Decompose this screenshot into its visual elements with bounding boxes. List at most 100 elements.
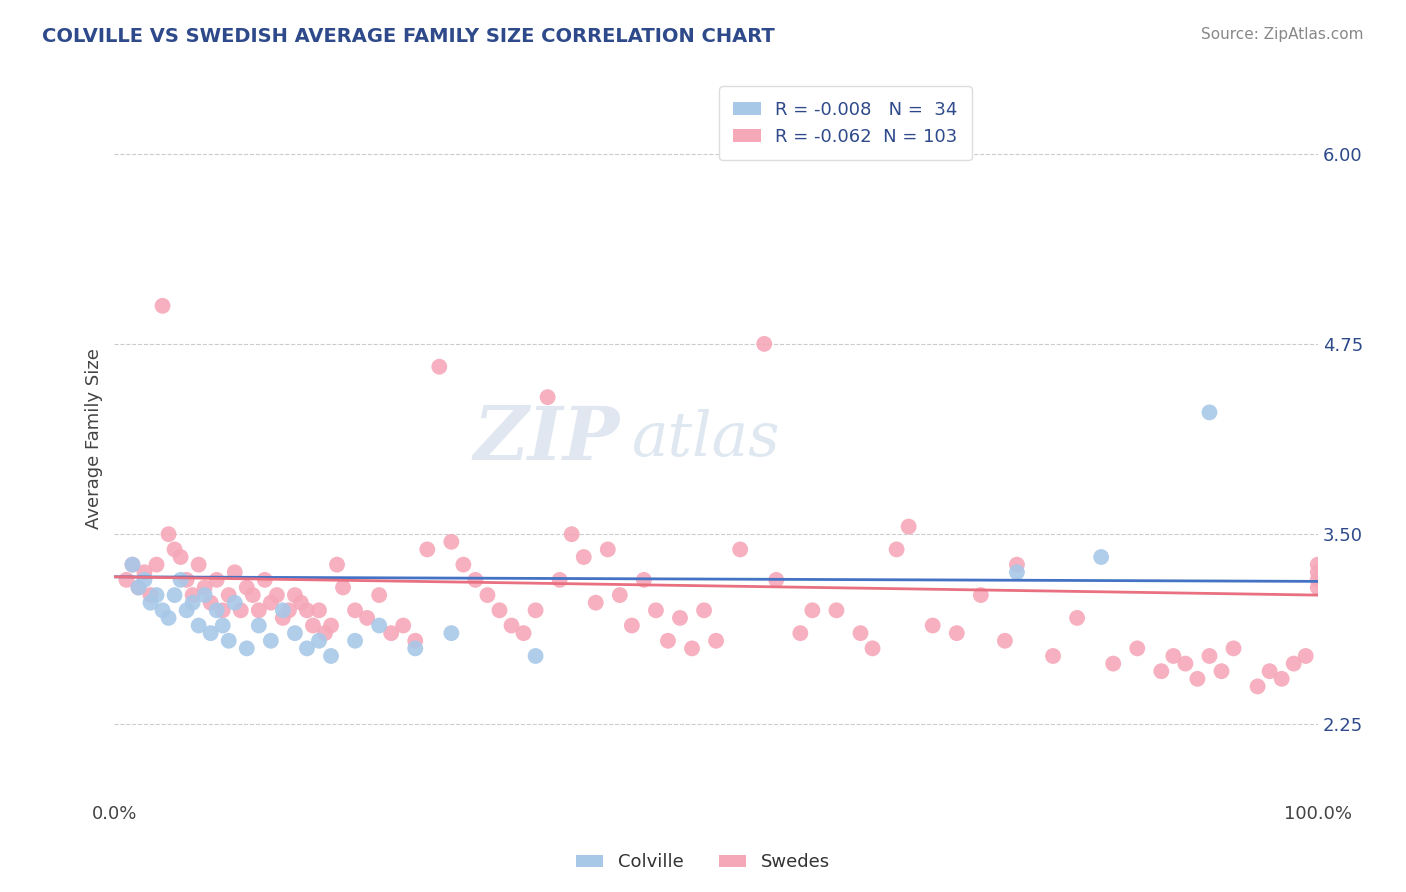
Point bbox=[572, 549, 595, 564]
Point bbox=[157, 611, 180, 625]
Point bbox=[825, 603, 848, 617]
Point bbox=[302, 618, 325, 632]
Point bbox=[271, 603, 294, 617]
Text: Source: ZipAtlas.com: Source: ZipAtlas.com bbox=[1201, 27, 1364, 42]
Point bbox=[181, 596, 204, 610]
Legend: R = -0.008   N =  34, R = -0.062  N = 103: R = -0.008 N = 34, R = -0.062 N = 103 bbox=[718, 87, 972, 161]
Point bbox=[326, 558, 349, 572]
Point bbox=[163, 542, 186, 557]
Point bbox=[404, 641, 426, 656]
Point bbox=[477, 588, 499, 602]
Point bbox=[260, 596, 283, 610]
Point bbox=[945, 626, 967, 640]
Point bbox=[229, 603, 252, 617]
Point bbox=[115, 573, 138, 587]
Point bbox=[295, 603, 318, 617]
Point bbox=[368, 588, 391, 602]
Point bbox=[1174, 657, 1197, 671]
Point bbox=[134, 566, 156, 580]
Point bbox=[1150, 664, 1173, 678]
Point bbox=[1211, 664, 1233, 678]
Point bbox=[620, 618, 643, 632]
Point bbox=[524, 648, 547, 663]
Point bbox=[585, 596, 607, 610]
Y-axis label: Average Family Size: Average Family Size bbox=[86, 349, 103, 530]
Point bbox=[1066, 611, 1088, 625]
Point bbox=[134, 573, 156, 587]
Point bbox=[392, 618, 415, 632]
Point bbox=[994, 633, 1017, 648]
Point bbox=[127, 581, 149, 595]
Point bbox=[561, 527, 583, 541]
Text: atlas: atlas bbox=[631, 409, 780, 469]
Point bbox=[765, 573, 787, 587]
Point bbox=[609, 588, 631, 602]
Point bbox=[295, 641, 318, 656]
Point bbox=[205, 573, 228, 587]
Point bbox=[194, 588, 217, 602]
Point bbox=[1222, 641, 1244, 656]
Point bbox=[181, 588, 204, 602]
Point bbox=[152, 603, 174, 617]
Point bbox=[1306, 558, 1329, 572]
Point bbox=[368, 618, 391, 632]
Point bbox=[849, 626, 872, 640]
Point bbox=[1306, 566, 1329, 580]
Point bbox=[704, 633, 727, 648]
Point bbox=[1258, 664, 1281, 678]
Point bbox=[1005, 558, 1028, 572]
Point bbox=[1198, 405, 1220, 419]
Point bbox=[163, 588, 186, 602]
Point bbox=[344, 603, 367, 617]
Point bbox=[1126, 641, 1149, 656]
Point bbox=[139, 588, 162, 602]
Point bbox=[380, 626, 402, 640]
Point bbox=[127, 581, 149, 595]
Point bbox=[344, 633, 367, 648]
Point bbox=[1295, 648, 1317, 663]
Text: ZIP: ZIP bbox=[474, 403, 620, 475]
Point bbox=[970, 588, 993, 602]
Point bbox=[524, 603, 547, 617]
Point bbox=[211, 618, 233, 632]
Point bbox=[271, 611, 294, 625]
Point bbox=[277, 603, 299, 617]
Point bbox=[427, 359, 450, 374]
Point bbox=[1102, 657, 1125, 671]
Point bbox=[886, 542, 908, 557]
Point bbox=[211, 603, 233, 617]
Point bbox=[145, 558, 167, 572]
Point bbox=[121, 558, 143, 572]
Point bbox=[1306, 581, 1329, 595]
Point bbox=[1282, 657, 1305, 671]
Point bbox=[1271, 672, 1294, 686]
Point bbox=[681, 641, 703, 656]
Point bbox=[121, 558, 143, 572]
Point bbox=[260, 633, 283, 648]
Point bbox=[921, 618, 943, 632]
Point bbox=[176, 603, 198, 617]
Point bbox=[247, 603, 270, 617]
Point bbox=[319, 618, 342, 632]
Point bbox=[290, 596, 312, 610]
Point bbox=[488, 603, 510, 617]
Point bbox=[548, 573, 571, 587]
Point bbox=[512, 626, 534, 640]
Point bbox=[1163, 648, 1185, 663]
Point bbox=[236, 641, 259, 656]
Point bbox=[187, 618, 209, 632]
Point bbox=[1005, 566, 1028, 580]
Point bbox=[253, 573, 276, 587]
Point bbox=[536, 390, 558, 404]
Legend: Colville, Swedes: Colville, Swedes bbox=[569, 847, 837, 879]
Point bbox=[1042, 648, 1064, 663]
Point bbox=[464, 573, 486, 587]
Point bbox=[194, 581, 217, 595]
Point bbox=[1306, 573, 1329, 587]
Point bbox=[1246, 680, 1268, 694]
Point bbox=[157, 527, 180, 541]
Text: COLVILLE VS SWEDISH AVERAGE FAMILY SIZE CORRELATION CHART: COLVILLE VS SWEDISH AVERAGE FAMILY SIZE … bbox=[42, 27, 775, 45]
Point bbox=[728, 542, 751, 557]
Point bbox=[169, 573, 191, 587]
Point bbox=[1187, 672, 1209, 686]
